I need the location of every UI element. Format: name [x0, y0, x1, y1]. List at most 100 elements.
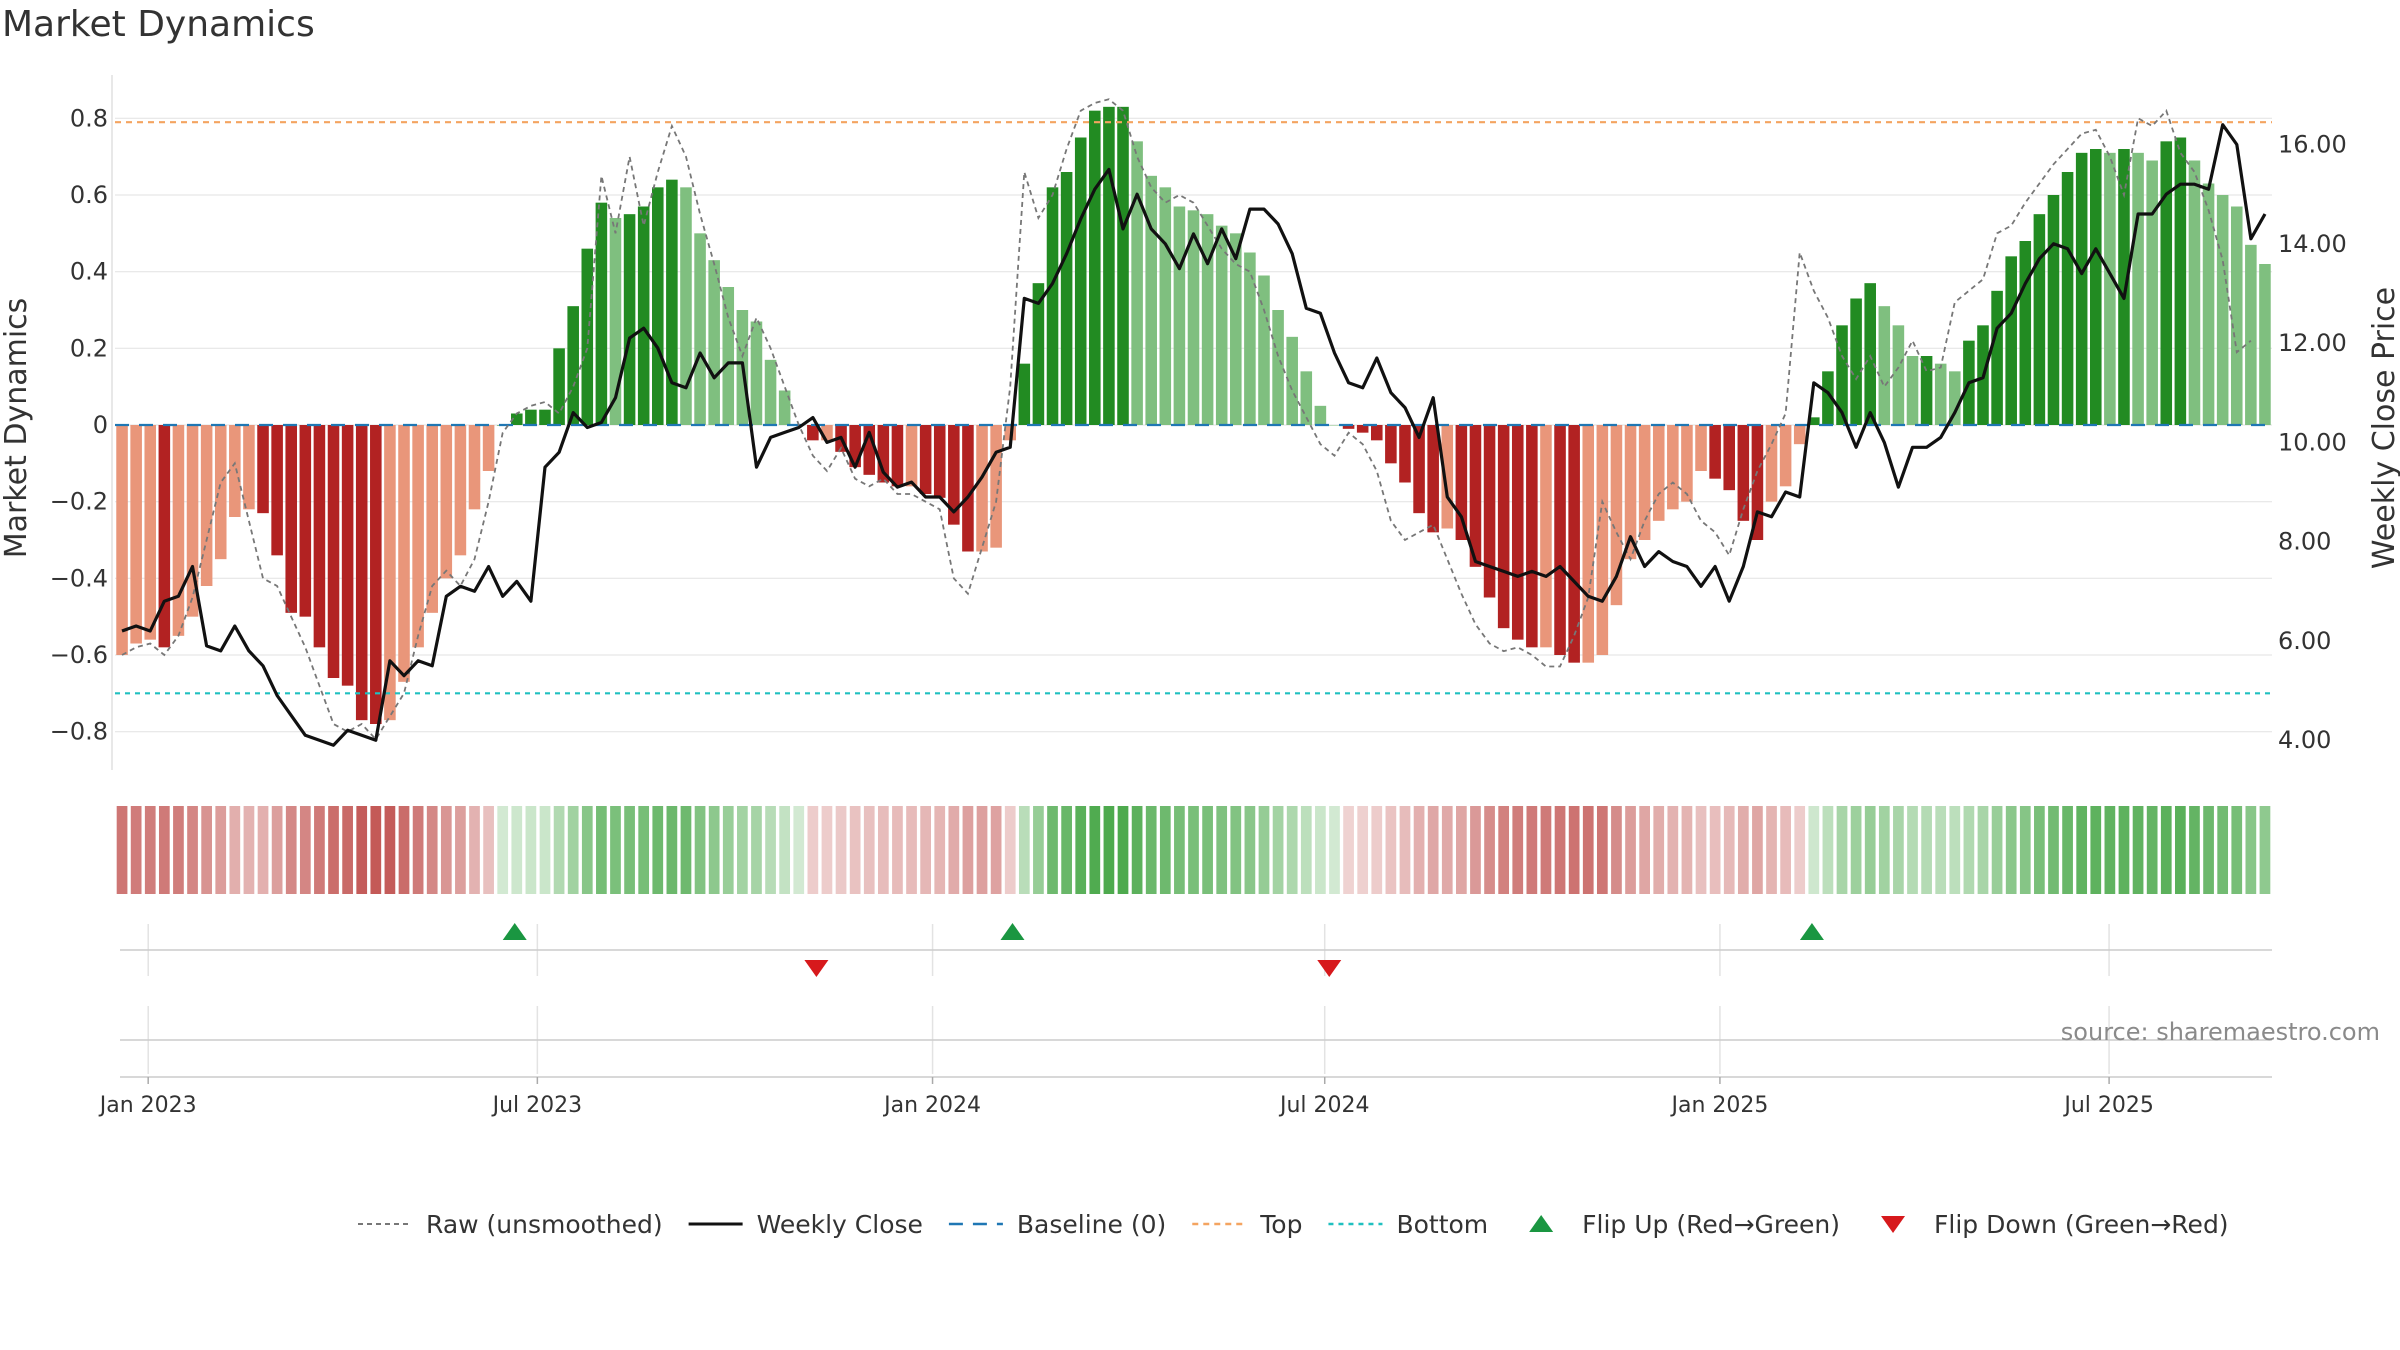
strip-cell — [1808, 806, 1820, 894]
bar — [1328, 425, 1341, 426]
strip-cell — [398, 806, 410, 894]
strip-cell — [497, 806, 509, 894]
strip-cell — [1258, 806, 1270, 894]
raw-series-line — [121, 98, 2252, 741]
flip-down-marker — [804, 960, 829, 977]
strip-cell — [1864, 806, 1876, 894]
strip-cell — [1695, 806, 1707, 894]
bar — [1681, 425, 1693, 502]
bar — [1215, 225, 1228, 425]
y-tick-right: 8.00 — [2278, 528, 2331, 556]
bar — [1159, 187, 1172, 425]
legend-item: Bottom — [1328, 1210, 1488, 1239]
strip-cell — [1554, 806, 1566, 894]
strip-cell — [1498, 806, 1510, 894]
strip-cell — [201, 806, 212, 894]
y-tick-right: 10.00 — [2278, 428, 2347, 456]
y-tick-right: 16.00 — [2278, 131, 2347, 159]
strip-cell — [1371, 806, 1383, 894]
strip-cell — [1244, 806, 1256, 894]
strip-cell — [1611, 806, 1622, 894]
legend-flip-down-swatch — [1881, 1216, 1906, 1233]
strip-cell — [1752, 806, 1763, 894]
bar — [1074, 137, 1087, 425]
strip-cell — [1737, 806, 1749, 894]
y-tick-left: −0.4 — [50, 564, 108, 592]
strip-cell — [624, 806, 635, 894]
strip-cell — [215, 806, 227, 894]
bar — [1413, 425, 1425, 514]
bar — [271, 425, 283, 556]
bar — [2230, 206, 2243, 425]
strip-cell — [1018, 806, 1030, 894]
legend-flip-up-swatch — [1529, 1215, 1554, 1232]
strip-cell — [1188, 806, 1199, 894]
strip-cell — [1822, 806, 1834, 894]
y-axis-right-title: Weekly Close Price — [2367, 287, 2400, 569]
bar — [158, 425, 171, 648]
bar — [764, 359, 777, 425]
bar — [1483, 425, 1496, 598]
bar — [1187, 210, 1200, 425]
bar — [666, 179, 678, 425]
bar — [1667, 425, 1679, 510]
strip-cell — [1568, 806, 1580, 894]
strip-cell — [511, 806, 523, 894]
reference-lines — [115, 121, 2272, 695]
bar — [1385, 425, 1397, 464]
bar — [553, 348, 565, 425]
legend-item: Raw (unsmoothed) — [358, 1210, 663, 1239]
strip-cell — [1075, 806, 1087, 894]
strip-cell — [779, 806, 791, 894]
bar — [1864, 283, 1876, 425]
strip-cell — [1766, 806, 1777, 894]
strip-cell — [680, 806, 692, 894]
strip-cell — [1512, 806, 1524, 894]
x-tick-label: Jan 2024 — [882, 1093, 981, 1118]
bar — [2174, 137, 2187, 425]
strip-cell — [892, 806, 903, 894]
y-tick-left: −0.2 — [50, 488, 108, 516]
bar — [1497, 425, 1510, 629]
bar — [1920, 356, 1933, 425]
strip-cell — [1850, 806, 1862, 894]
strip-cell — [2118, 806, 2130, 894]
bar — [1427, 425, 1439, 533]
strip-cell — [469, 806, 480, 894]
legend-item: Baseline (0) — [948, 1210, 1166, 1239]
strip-cell — [1709, 806, 1721, 894]
bar — [1991, 290, 2003, 425]
bar — [186, 425, 199, 617]
bar — [313, 425, 326, 648]
bar — [2005, 256, 2017, 425]
bar — [426, 425, 438, 613]
bar — [511, 413, 523, 425]
strip-cell — [1653, 806, 1665, 894]
bar — [1892, 325, 1905, 425]
bar — [454, 425, 467, 556]
strip-cell — [2189, 806, 2200, 894]
bar — [285, 425, 298, 613]
bar — [1131, 141, 1143, 426]
strip-cell — [934, 806, 946, 894]
bar — [694, 233, 706, 425]
lines-layer — [121, 98, 2267, 747]
legend-label: Weekly Close — [757, 1210, 923, 1239]
bar — [440, 425, 453, 579]
x-tick-label: Jul 2023 — [491, 1093, 583, 1118]
legend-item: Top — [1192, 1210, 1302, 1239]
bar — [1201, 214, 1214, 425]
bar — [976, 425, 988, 552]
strip-cell — [1357, 806, 1369, 894]
bar — [1793, 425, 1806, 445]
bar — [341, 425, 354, 686]
bar — [581, 248, 594, 425]
strip-cell — [370, 806, 382, 894]
bar — [539, 409, 551, 425]
strip-cell — [299, 806, 311, 894]
legend-item: Flip Up (Red→Green) — [1529, 1210, 1840, 1239]
strip-cell — [807, 806, 819, 894]
strip-cell — [1977, 806, 1989, 894]
bar — [1906, 356, 1919, 425]
